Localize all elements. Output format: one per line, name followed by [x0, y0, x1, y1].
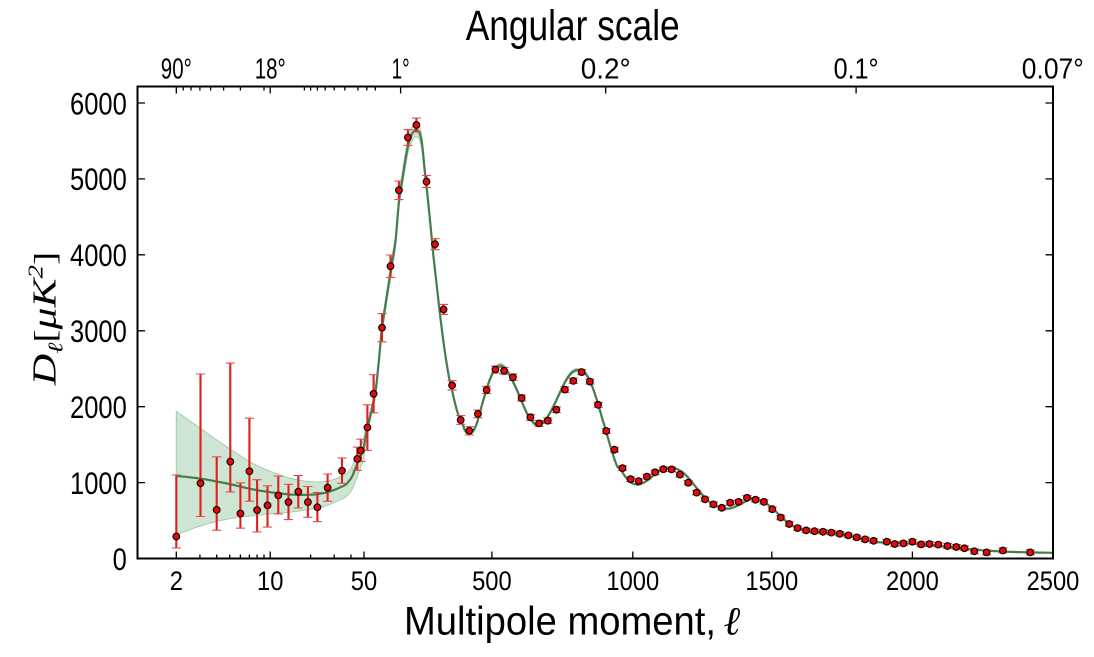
svg-text:0: 0 [113, 541, 127, 577]
svg-text:1500: 1500 [745, 566, 798, 596]
svg-text:18°: 18° [255, 54, 286, 86]
svg-text:4000: 4000 [70, 237, 127, 273]
svg-text:500: 500 [472, 566, 512, 596]
svg-text:Angular scale: Angular scale [466, 2, 680, 50]
svg-text:90°: 90° [161, 54, 192, 86]
svg-text:1000: 1000 [70, 465, 127, 501]
svg-text:3000: 3000 [70, 313, 127, 349]
svg-text:5000: 5000 [70, 161, 127, 197]
svg-text:0.2°: 0.2° [581, 54, 631, 86]
svg-text:1000: 1000 [606, 566, 659, 596]
svg-text:6000: 6000 [70, 85, 127, 121]
svg-text:ℓ: ℓ [724, 599, 741, 644]
svg-text:10: 10 [257, 566, 283, 596]
svg-text:2000: 2000 [886, 566, 939, 596]
svg-text:0.1°: 0.1° [834, 54, 879, 86]
svg-text:Multipole moment,: Multipole moment, [404, 600, 716, 644]
svg-text:0.07°: 0.07° [1022, 54, 1084, 86]
svg-text:50: 50 [351, 566, 377, 596]
svg-text:2000: 2000 [70, 389, 127, 425]
svg-text:Dℓ[μK2]: Dℓ[μK2] [25, 252, 68, 386]
svg-text:1°: 1° [392, 54, 410, 86]
svg-text:2: 2 [170, 566, 183, 596]
svg-text:2500: 2500 [1027, 566, 1080, 596]
